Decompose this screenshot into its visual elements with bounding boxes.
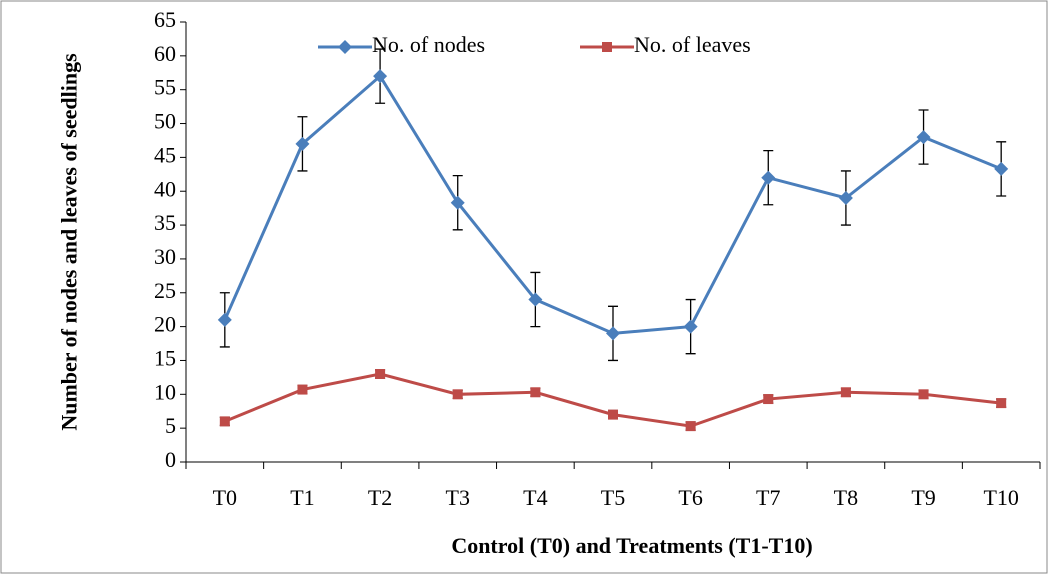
- y-tick-label: 55: [154, 75, 176, 100]
- marker: [916, 130, 931, 145]
- marker: [373, 69, 388, 84]
- marker: [763, 394, 774, 405]
- x-tick-label: T9: [911, 485, 935, 510]
- marker: [452, 389, 463, 400]
- marker: [606, 326, 620, 341]
- y-axis-title: Number of nodes and leaves of seedlings: [56, 53, 82, 431]
- legend-label: No. of leaves: [634, 32, 751, 57]
- marker: [375, 369, 386, 379]
- marker: [918, 389, 929, 400]
- marker: [994, 161, 1009, 176]
- marker: [838, 191, 853, 205]
- marker: [685, 421, 696, 432]
- marker: [608, 409, 618, 420]
- marker: [450, 195, 465, 210]
- x-tick-label: T7: [756, 485, 780, 510]
- y-tick-label: 30: [154, 244, 176, 269]
- marker: [528, 292, 543, 307]
- marker: [219, 416, 230, 427]
- y-tick-label: 60: [154, 41, 176, 66]
- y-tick-label: 50: [154, 109, 176, 134]
- y-tick-label: 5: [165, 413, 176, 438]
- series-line: [223, 73, 1002, 335]
- x-tick-label: T10: [983, 485, 1018, 510]
- x-tick-label: T3: [446, 485, 470, 510]
- y-tick-label: 15: [154, 346, 176, 371]
- y-tick-label: 25: [154, 278, 176, 303]
- legend-marker: [602, 42, 612, 52]
- x-tick-label: T1: [290, 485, 314, 510]
- marker: [530, 387, 541, 398]
- legend-label: No. of nodes: [372, 32, 485, 57]
- y-tick-label: 35: [154, 210, 176, 235]
- y-tick-label: 20: [154, 312, 176, 337]
- marker: [683, 319, 698, 334]
- y-tick-label: 40: [154, 176, 176, 201]
- x-tick-label: T0: [213, 485, 237, 510]
- marker: [217, 312, 232, 327]
- marker: [761, 170, 776, 185]
- marker: [297, 384, 308, 395]
- y-tick-label: 65: [154, 7, 176, 32]
- x-axis-title: Control (T0) and Treatments (T1-T10): [451, 533, 812, 558]
- marker: [840, 387, 851, 398]
- y-tick-label: 10: [154, 379, 176, 404]
- x-tick-label: T8: [834, 485, 858, 510]
- x-tick-label: T5: [601, 485, 625, 510]
- x-tick-label: T4: [523, 485, 547, 510]
- x-tick-label: T2: [368, 485, 392, 510]
- y-tick-label: 0: [165, 447, 176, 472]
- marker: [996, 398, 1007, 409]
- x-tick-label: T6: [678, 485, 702, 510]
- marker: [295, 136, 310, 151]
- y-tick-label: 45: [154, 142, 176, 167]
- legend-marker: [338, 40, 352, 54]
